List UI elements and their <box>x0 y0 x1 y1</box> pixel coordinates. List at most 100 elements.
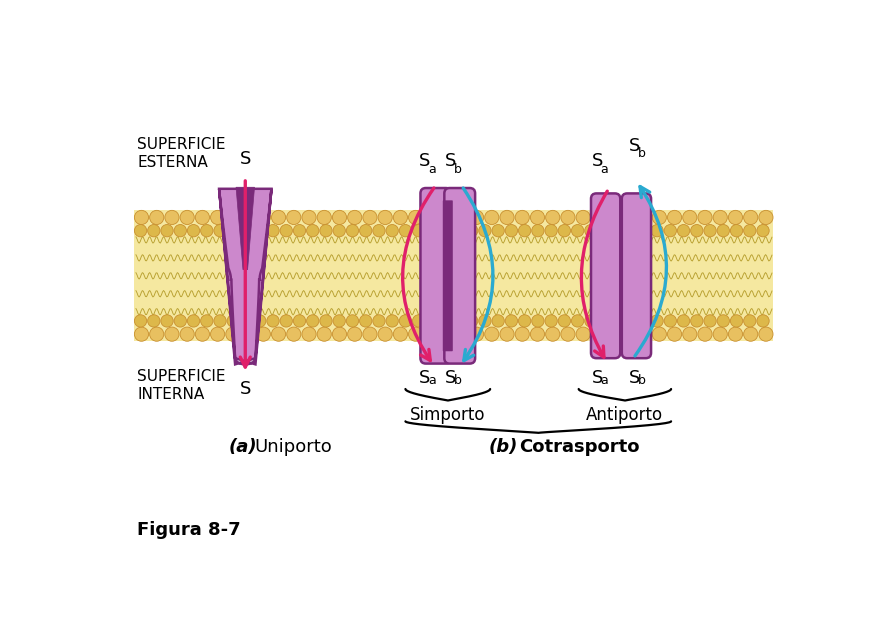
Circle shape <box>241 210 255 224</box>
Circle shape <box>257 210 271 224</box>
Text: S: S <box>444 369 456 387</box>
Circle shape <box>174 224 187 237</box>
Circle shape <box>378 327 392 341</box>
Circle shape <box>174 315 187 327</box>
Circle shape <box>148 315 160 327</box>
Circle shape <box>650 315 663 327</box>
Circle shape <box>439 315 451 327</box>
Circle shape <box>161 315 173 327</box>
Circle shape <box>150 327 164 341</box>
Circle shape <box>196 210 210 224</box>
Text: S: S <box>419 152 431 170</box>
Circle shape <box>546 210 560 224</box>
Circle shape <box>576 327 590 341</box>
Text: a: a <box>428 374 436 387</box>
Circle shape <box>585 224 597 237</box>
Circle shape <box>280 224 292 237</box>
Circle shape <box>519 315 531 327</box>
Circle shape <box>214 315 227 327</box>
Circle shape <box>399 315 412 327</box>
Circle shape <box>165 327 179 341</box>
Circle shape <box>622 327 636 341</box>
Text: S: S <box>592 152 604 170</box>
Circle shape <box>333 210 347 224</box>
Circle shape <box>758 327 773 341</box>
Text: (a): (a) <box>228 438 257 456</box>
Circle shape <box>612 224 624 237</box>
Circle shape <box>412 224 425 237</box>
Text: Uniporto: Uniporto <box>255 438 332 456</box>
Circle shape <box>479 224 491 237</box>
Circle shape <box>743 224 756 237</box>
Circle shape <box>650 224 663 237</box>
Circle shape <box>622 210 636 224</box>
Circle shape <box>713 210 727 224</box>
Text: b: b <box>454 374 461 387</box>
Circle shape <box>546 327 560 341</box>
Circle shape <box>704 315 716 327</box>
Circle shape <box>161 224 173 237</box>
Polygon shape <box>236 187 255 270</box>
Circle shape <box>424 210 438 224</box>
Circle shape <box>505 224 518 237</box>
Circle shape <box>148 224 160 237</box>
Circle shape <box>561 327 575 341</box>
Circle shape <box>226 327 240 341</box>
Text: S: S <box>592 369 604 387</box>
Circle shape <box>287 210 301 224</box>
Circle shape <box>150 210 164 224</box>
Circle shape <box>466 315 478 327</box>
Circle shape <box>690 224 703 237</box>
Circle shape <box>667 210 681 224</box>
Circle shape <box>227 315 240 327</box>
Circle shape <box>272 210 286 224</box>
Circle shape <box>558 224 571 237</box>
Circle shape <box>135 210 149 224</box>
Circle shape <box>454 210 468 224</box>
Circle shape <box>500 327 514 341</box>
Circle shape <box>135 327 149 341</box>
Circle shape <box>412 315 425 327</box>
Circle shape <box>188 315 200 327</box>
Text: a: a <box>428 163 436 176</box>
Circle shape <box>346 224 358 237</box>
Circle shape <box>598 315 611 327</box>
Text: S: S <box>628 369 640 387</box>
Circle shape <box>293 224 305 237</box>
Circle shape <box>317 210 331 224</box>
Text: (b): (b) <box>489 438 518 456</box>
Circle shape <box>572 224 584 237</box>
Circle shape <box>469 210 483 224</box>
Circle shape <box>485 327 499 341</box>
Circle shape <box>717 315 729 327</box>
Circle shape <box>606 210 620 224</box>
FancyBboxPatch shape <box>622 193 651 358</box>
Circle shape <box>363 210 377 224</box>
Circle shape <box>519 224 531 237</box>
Circle shape <box>319 315 332 327</box>
Circle shape <box>667 327 681 341</box>
Circle shape <box>713 327 727 341</box>
Circle shape <box>730 224 743 237</box>
Circle shape <box>625 315 636 327</box>
Circle shape <box>196 327 210 341</box>
Circle shape <box>241 224 253 237</box>
Circle shape <box>267 224 279 237</box>
Circle shape <box>454 327 468 341</box>
Text: a: a <box>601 374 608 387</box>
Circle shape <box>165 210 179 224</box>
Circle shape <box>257 327 271 341</box>
Circle shape <box>664 315 676 327</box>
Text: SUPERFICIE
ESTERNA: SUPERFICIE ESTERNA <box>137 137 226 170</box>
Circle shape <box>302 210 316 224</box>
Circle shape <box>214 224 227 237</box>
Circle shape <box>226 210 240 224</box>
Circle shape <box>386 315 398 327</box>
Circle shape <box>677 315 689 327</box>
Circle shape <box>306 224 319 237</box>
Circle shape <box>439 224 451 237</box>
FancyBboxPatch shape <box>420 188 451 364</box>
Circle shape <box>638 224 650 237</box>
Circle shape <box>698 210 712 224</box>
Circle shape <box>652 210 666 224</box>
